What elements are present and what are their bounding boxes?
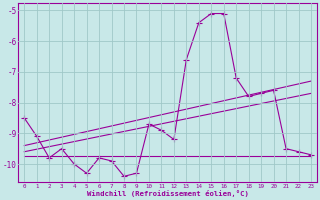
X-axis label: Windchill (Refroidissement éolien,°C): Windchill (Refroidissement éolien,°C) bbox=[87, 190, 249, 197]
